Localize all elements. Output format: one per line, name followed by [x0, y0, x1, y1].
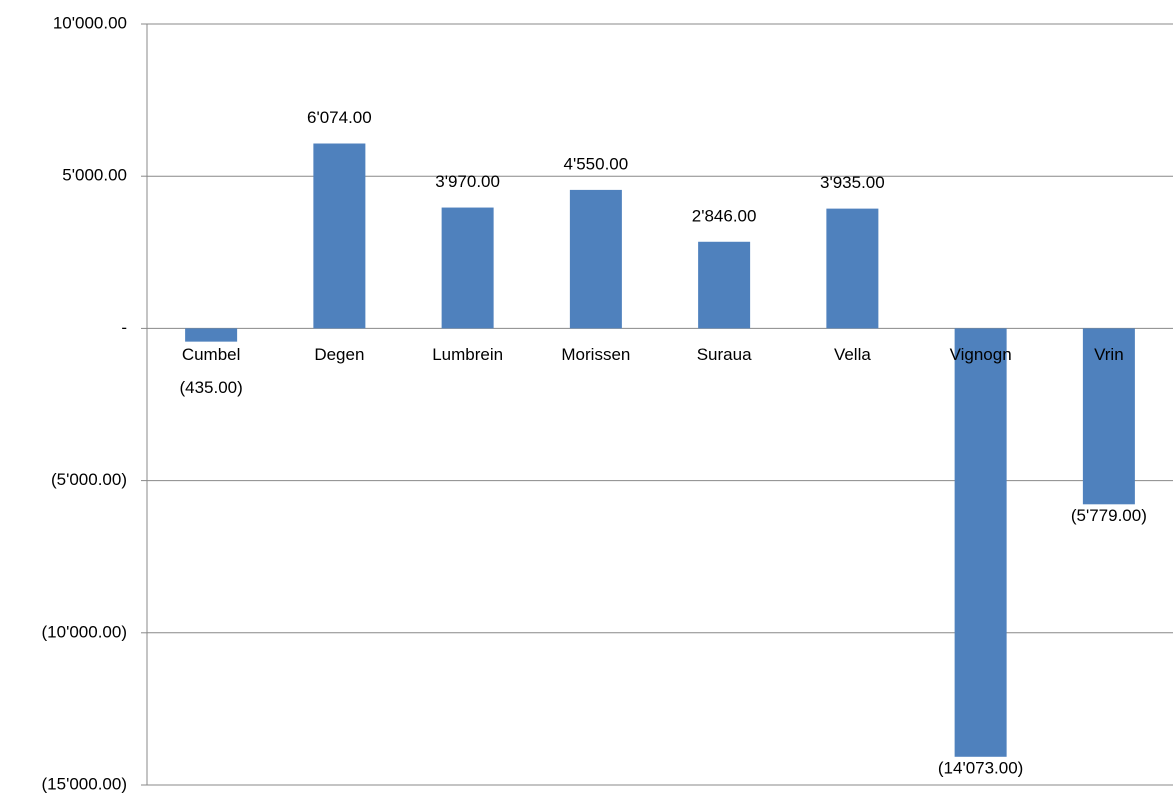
- value-label: (435.00): [179, 378, 242, 397]
- x-tick-label: Vella: [834, 345, 871, 364]
- bar: [441, 207, 494, 329]
- y-tick-label: (10'000.00): [42, 622, 127, 641]
- value-label: 6'074.00: [307, 108, 372, 127]
- value-label: 3'970.00: [435, 172, 500, 191]
- bar: [954, 328, 1007, 757]
- bar: [826, 208, 879, 329]
- y-tick-label: (5'000.00): [51, 470, 127, 489]
- bar: [1082, 328, 1135, 505]
- x-tick-label: Lumbrein: [432, 345, 503, 364]
- value-label: 4'550.00: [564, 154, 629, 173]
- value-label: (5'779.00): [1071, 506, 1147, 525]
- value-label: (14'073.00): [938, 758, 1023, 777]
- y-tick-label: 5'000.00: [62, 166, 127, 185]
- bar: [698, 241, 751, 329]
- bar: [313, 143, 366, 329]
- y-tick-label: -: [121, 318, 127, 337]
- value-label: 2'846.00: [692, 206, 757, 225]
- x-tick-label: Cumbel: [182, 345, 241, 364]
- y-tick-label: 10'000.00: [53, 13, 127, 32]
- x-tick-label: Morissen: [561, 345, 630, 364]
- x-tick-label: Vrin: [1094, 345, 1124, 364]
- x-tick-label: Vignogn: [950, 345, 1012, 364]
- value-label: 3'935.00: [820, 173, 885, 192]
- y-tick-label: (15'000.00): [42, 774, 127, 793]
- bar: [185, 328, 238, 342]
- bar: [569, 189, 622, 329]
- x-tick-label: Suraua: [697, 345, 752, 364]
- x-tick-label: Degen: [314, 345, 364, 364]
